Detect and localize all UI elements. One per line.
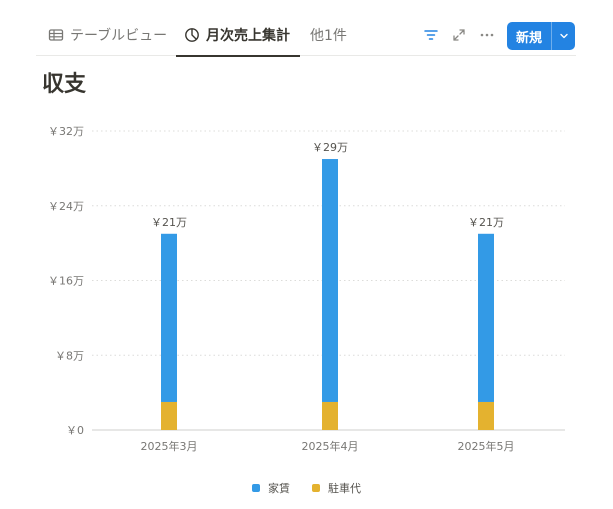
expand-icon[interactable] bbox=[449, 25, 469, 45]
legend-item[interactable]: 家賃 bbox=[252, 480, 290, 496]
legend-swatch bbox=[252, 484, 260, 492]
tab-monthly-label: 月次売上集計 bbox=[206, 28, 290, 44]
bar-total-label: ￥29万 bbox=[312, 141, 348, 154]
y-tick-label: ￥0 bbox=[66, 424, 84, 437]
more-views-label: 他1件 bbox=[310, 28, 347, 44]
more-horizontal-icon[interactable] bbox=[477, 25, 497, 45]
x-tick-label: 2025年5月 bbox=[458, 439, 515, 453]
x-tick-label: 2025年4月 bbox=[302, 439, 359, 453]
y-tick-label: ￥16万 bbox=[48, 275, 84, 288]
tab-table-view[interactable]: テーブルビュー bbox=[48, 14, 167, 56]
bar-parking bbox=[478, 401, 494, 430]
legend-label: 駐車代 bbox=[328, 482, 361, 495]
new-button[interactable]: 新規 bbox=[507, 22, 552, 50]
tab-table-label: テーブルビュー bbox=[70, 28, 168, 44]
tab-monthly-sales[interactable]: 月次売上集計 bbox=[176, 14, 300, 57]
page-title: 収支 bbox=[42, 72, 87, 97]
bar-chart: ￥0 ￥8万 ￥16万 ￥24万 ￥32万 ￥21万 2025年3月 ￥29万 2025年4月 ￥… bbox=[48, 125, 565, 453]
bar-parking bbox=[322, 401, 338, 430]
view-tab-bar: テーブルビュー 月次売上集計 他1件 新規 bbox=[36, 14, 576, 57]
bar-rent bbox=[322, 159, 338, 402]
table-icon bbox=[48, 27, 64, 43]
new-button-group: 新規 bbox=[507, 22, 575, 50]
legend-item[interactable]: 駐車代 bbox=[312, 480, 361, 496]
y-tick-label: ￥8万 bbox=[55, 349, 84, 362]
filter-icon[interactable] bbox=[421, 25, 441, 45]
y-tick-label: ￥24万 bbox=[48, 200, 84, 213]
bar-rent bbox=[478, 233, 494, 402]
pie-chart-icon bbox=[184, 27, 200, 43]
x-tick-label: 2025年3月 bbox=[141, 439, 198, 453]
bar-parking bbox=[161, 401, 177, 430]
more-views-button[interactable]: 他1件 bbox=[310, 14, 347, 56]
chevron-down-icon[interactable] bbox=[552, 22, 575, 50]
bar-total-label: ￥21万 bbox=[151, 216, 187, 229]
bar-rent bbox=[161, 233, 177, 402]
chart-legend: 家賃 駐車代 bbox=[0, 480, 613, 496]
y-tick-label: ￥32万 bbox=[48, 125, 84, 138]
bar-total-label: ￥21万 bbox=[468, 216, 504, 229]
legend-swatch bbox=[312, 484, 320, 492]
legend-label: 家賃 bbox=[268, 482, 290, 495]
